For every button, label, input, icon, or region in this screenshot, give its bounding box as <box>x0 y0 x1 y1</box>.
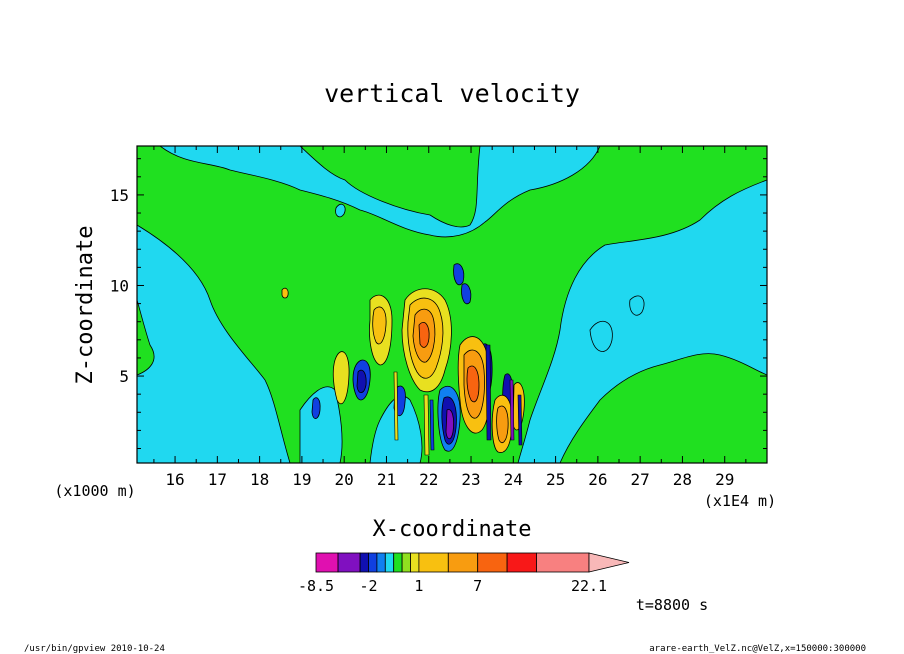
colorbar-overflow-arrow <box>588 552 630 573</box>
cyan-region-small-c <box>335 203 346 218</box>
cyan-region-top <box>159 146 601 238</box>
narrow-bands <box>393 344 523 456</box>
downdraft-core-19-5 <box>311 397 321 419</box>
x-left-unit-label: (x1000 m) <box>54 482 135 500</box>
colorbar-segment-3 <box>368 552 378 573</box>
footer-left-text: /usr/bin/gpview 2010-10-24 <box>24 644 165 654</box>
x-axis-label: X-coordinate <box>373 517 532 542</box>
downdraft-core-23-4 <box>453 263 465 286</box>
cyan-region-right <box>517 179 767 463</box>
colorbar-segment-6 <box>393 552 403 573</box>
downdraft-core-23-4b <box>461 283 472 305</box>
x-tick-label-10: 26 <box>588 470 607 489</box>
x-tick-label-5: 21 <box>377 470 396 489</box>
updraft-core-22-0-core <box>418 322 430 348</box>
x-tick-label-4: 20 <box>335 470 354 489</box>
y-tick-label-0: 5 <box>119 367 129 386</box>
updraft-cores <box>281 287 525 453</box>
colorbar-label-3: 7 <box>473 577 482 595</box>
colorbar-label-1: -2 <box>359 577 377 595</box>
colorbar-segment-5 <box>384 552 395 573</box>
x-tick-label-3: 19 <box>292 470 311 489</box>
x-tick-label-6: 22 <box>419 470 438 489</box>
cyan-region-small-a <box>589 320 613 352</box>
updraft-core-23-1-core <box>466 365 480 403</box>
band-dark-c <box>517 394 523 446</box>
colorbar <box>315 552 630 573</box>
updraft-core-23-9-inner <box>496 405 509 444</box>
y-axis-label: Z-coordinate <box>73 226 98 385</box>
colorbar-segment-2 <box>359 552 369 573</box>
updraft-core-18-5 <box>281 287 289 299</box>
colorbar-segment-1 <box>337 552 361 573</box>
cyan-region-left <box>137 224 291 463</box>
band-dark-b <box>509 379 515 441</box>
colorbar-label-4: 22.1 <box>571 577 607 595</box>
x-right-unit-label: (x1E4 m) <box>704 492 776 510</box>
x-tick-label-1: 17 <box>208 470 227 489</box>
time-label: t=8800 s <box>636 596 708 614</box>
x-tick-label-12: 28 <box>673 470 692 489</box>
x-tick-label-7: 23 <box>461 470 480 489</box>
downdraft-core-20-5-inner <box>356 369 367 394</box>
chart-title: vertical velocity <box>324 79 580 108</box>
updraft-core-20-3 <box>332 351 350 405</box>
x-tick-label-9: 25 <box>546 470 565 489</box>
colorbar-label-0: -8.5 <box>298 577 334 595</box>
y-axis-ticks: 5 10 15 <box>110 158 767 450</box>
y-tick-label-2: 15 <box>110 186 129 205</box>
colorbar-segment-9 <box>418 552 449 573</box>
y-tick-label-1: 10 <box>110 276 129 295</box>
band-yellow-b <box>393 371 399 441</box>
colorbar-label-2: 1 <box>414 577 423 595</box>
x-tick-label-11: 27 <box>631 470 650 489</box>
band-blue-a <box>429 399 435 451</box>
colorbar-segment-10 <box>447 552 479 573</box>
colorbar-segment-8 <box>410 552 420 573</box>
x-axis-ticks: 16 17 18 19 20 21 22 23 24 25 26 27 28 29 <box>153 146 747 489</box>
colorbar-segment-13 <box>536 552 590 573</box>
x-tick-label-13: 29 <box>715 470 734 489</box>
band-yellow-a <box>423 394 430 456</box>
contour-field <box>137 146 767 463</box>
cyan-region-small-b <box>629 295 645 316</box>
colorbar-segment-7 <box>401 552 411 573</box>
weak-downdraft-regions <box>137 146 767 463</box>
colorbar-segment-4 <box>376 552 386 573</box>
footer-right-text: arare-earth_VelZ.nc@VelZ,x=150000:300000 <box>649 644 866 654</box>
colorbar-segment-0 <box>315 552 339 573</box>
updraft-core-21-0-inner <box>372 306 387 345</box>
x-tick-label-8: 24 <box>504 470 523 489</box>
band-dark-a <box>485 344 492 441</box>
colorbar-segment-12 <box>506 552 537 573</box>
x-tick-label-0: 16 <box>165 470 184 489</box>
colorbar-tick-labels: -8.5 -2 1 7 22.1 <box>298 577 607 595</box>
plot-frame <box>136 145 768 464</box>
colorbar-segment-11 <box>477 552 508 573</box>
x-tick-label-2: 18 <box>250 470 269 489</box>
downdraft-core-22-5-inner <box>445 409 455 440</box>
